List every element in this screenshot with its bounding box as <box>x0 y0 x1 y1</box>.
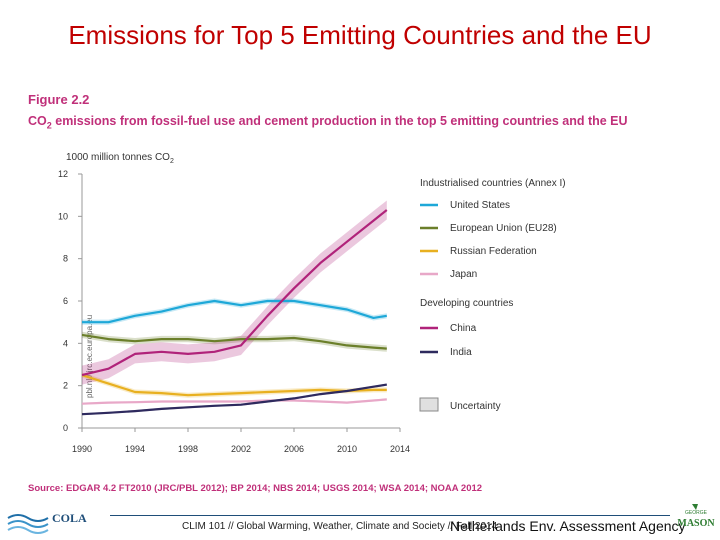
series-line-india <box>81 383 387 416</box>
y-axis-units: 1000 million tonnes CO2 <box>66 152 174 165</box>
legend-label: China <box>450 323 477 334</box>
source-note: Source: EDGAR 4.2 FT2010 (JRC/PBL 2012);… <box>28 483 483 494</box>
mason-logo: GEORGE MASON <box>677 504 715 529</box>
series-line-european-union-eu28- <box>81 333 387 350</box>
x-tick-label: 1998 <box>178 444 198 454</box>
uncertainty-band-european-union-eu28- <box>82 331 387 352</box>
legend-uncertainty-swatch <box>419 397 439 412</box>
x-tick-label: 2006 <box>284 444 304 454</box>
y-tick-label: 4 <box>63 338 68 348</box>
caption-rest: emissions from fossil-fuel use and cemen… <box>51 114 628 128</box>
legend-uncertainty-label: Uncertainty <box>450 401 501 412</box>
x-tick-label: 2002 <box>231 444 251 454</box>
x-tick-label: 1990 <box>72 444 92 454</box>
chart: 0 2 4 6 8 10 12 1990 1994 1998 2002 2006 2010 2014 pbl… <box>58 169 566 454</box>
uncertainty-band-united-states <box>82 298 387 325</box>
y-tick-label: 2 <box>63 381 68 391</box>
series-line-united-states <box>82 299 387 324</box>
legend-label: Russian Federation <box>450 246 537 257</box>
legend-group-industrialised: Industrialised countries (Annex I) <box>420 178 566 189</box>
x-tick-label: 2010 <box>337 444 357 454</box>
y-tick-label: 6 <box>63 296 68 306</box>
x-tick-label: 2014 <box>390 444 410 454</box>
figure-label: Figure 2.2 <box>28 92 90 107</box>
slide-title: Emissions for Top 5 Emitting Countries a… <box>68 20 652 50</box>
x-tick-label: 1994 <box>125 444 145 454</box>
footer-divider <box>110 515 670 516</box>
y-tick-label: 12 <box>58 169 68 179</box>
caption-subscript: 2 <box>46 120 52 131</box>
legend-label: United States <box>450 200 510 211</box>
mason-logo-bottom: MASON <box>677 518 715 529</box>
legend-group-developing: Developing countries <box>420 298 513 309</box>
legend-label: European Union (EU28) <box>450 223 557 234</box>
agency-credit: Netherlands Env. Assessment Agency <box>450 518 686 534</box>
watermark: pbl.nl / jrc.ec.europa.eu <box>85 315 94 398</box>
cola-logo-text: COLA <box>52 511 87 525</box>
units-subscript: 2 <box>169 158 174 165</box>
y-tick-label: 8 <box>63 254 68 264</box>
series-line-japan <box>81 398 387 405</box>
mason-logo-top: GEORGE <box>685 510 708 516</box>
series-line-china <box>81 209 388 377</box>
legend-label: India <box>450 347 472 358</box>
y-tick-label: 0 <box>63 423 68 433</box>
footer-course: CLIM 101 // Global Warming, Weather, Cli… <box>182 521 498 532</box>
units-prefix: 1000 million tonnes CO <box>66 152 170 163</box>
legend-label: Japan <box>450 269 477 280</box>
cola-logo: COLA <box>7 511 87 534</box>
figure-caption: CO2 emissions from fossil-fuel use and c… <box>28 114 628 131</box>
y-tick-label: 10 <box>58 211 68 221</box>
caption-prefix: CO <box>28 114 47 128</box>
